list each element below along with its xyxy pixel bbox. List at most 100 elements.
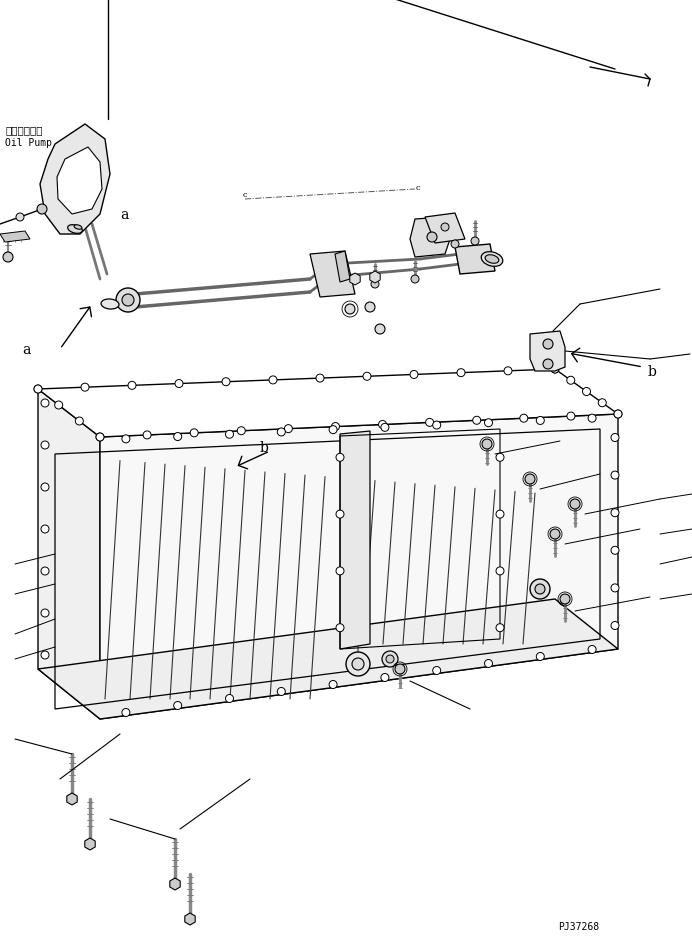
Text: オイルポンプ: オイルポンプ (5, 124, 42, 135)
Polygon shape (410, 218, 450, 257)
Circle shape (543, 340, 553, 350)
Circle shape (570, 500, 580, 509)
Circle shape (611, 434, 619, 442)
Circle shape (41, 567, 49, 576)
Polygon shape (67, 793, 78, 805)
Ellipse shape (74, 226, 82, 230)
Polygon shape (57, 148, 102, 214)
Text: c: c (416, 183, 420, 192)
Circle shape (55, 402, 63, 410)
Circle shape (535, 584, 545, 594)
Circle shape (365, 302, 375, 313)
Circle shape (75, 417, 83, 426)
Circle shape (277, 429, 285, 436)
Circle shape (16, 213, 24, 222)
Ellipse shape (485, 256, 499, 264)
Circle shape (611, 509, 619, 518)
Circle shape (614, 411, 622, 418)
Circle shape (567, 377, 575, 385)
Circle shape (381, 424, 389, 431)
Circle shape (277, 688, 285, 695)
Circle shape (329, 426, 337, 434)
Circle shape (226, 431, 233, 439)
Circle shape (599, 400, 606, 407)
Text: b: b (260, 441, 269, 455)
Polygon shape (349, 273, 361, 285)
Circle shape (237, 427, 245, 435)
Polygon shape (170, 878, 180, 890)
Circle shape (504, 368, 512, 375)
Text: c: c (243, 191, 247, 198)
Circle shape (226, 695, 233, 703)
Polygon shape (185, 913, 195, 925)
Polygon shape (85, 838, 95, 850)
Circle shape (345, 305, 355, 314)
Circle shape (611, 547, 619, 555)
Circle shape (588, 646, 596, 654)
Circle shape (536, 652, 545, 661)
Circle shape (329, 680, 337, 689)
Circle shape (122, 709, 130, 717)
Circle shape (473, 417, 481, 425)
Ellipse shape (101, 300, 119, 310)
Circle shape (316, 374, 324, 383)
Circle shape (122, 435, 130, 444)
Circle shape (551, 366, 559, 373)
Circle shape (550, 530, 560, 539)
Circle shape (482, 440, 492, 449)
Circle shape (336, 567, 344, 576)
Polygon shape (425, 213, 465, 243)
Polygon shape (38, 389, 100, 719)
Circle shape (484, 660, 493, 667)
Polygon shape (40, 124, 110, 235)
Polygon shape (530, 331, 565, 372)
Circle shape (143, 431, 151, 439)
Circle shape (525, 475, 535, 485)
Circle shape (284, 425, 292, 433)
Circle shape (41, 442, 49, 449)
Circle shape (560, 594, 570, 605)
Circle shape (34, 386, 42, 393)
Circle shape (346, 652, 370, 677)
Circle shape (174, 702, 182, 709)
Circle shape (128, 382, 136, 390)
Circle shape (41, 609, 49, 618)
Polygon shape (340, 431, 370, 650)
Circle shape (386, 655, 394, 664)
Text: a: a (120, 208, 129, 222)
Circle shape (536, 417, 545, 425)
Polygon shape (335, 252, 350, 283)
Circle shape (611, 472, 619, 479)
Text: Oil Pump: Oil Pump (5, 138, 52, 148)
Circle shape (371, 281, 379, 288)
Circle shape (331, 423, 340, 431)
Circle shape (3, 253, 13, 263)
Circle shape (496, 624, 504, 632)
Circle shape (116, 288, 140, 313)
Polygon shape (100, 415, 618, 719)
Circle shape (375, 325, 385, 335)
Circle shape (175, 380, 183, 388)
Circle shape (427, 233, 437, 242)
Circle shape (611, 584, 619, 592)
Circle shape (496, 567, 504, 576)
Polygon shape (38, 599, 618, 719)
Polygon shape (0, 232, 30, 242)
Ellipse shape (68, 226, 82, 234)
Circle shape (336, 454, 344, 461)
Circle shape (96, 433, 104, 442)
Circle shape (190, 430, 198, 437)
Circle shape (41, 525, 49, 534)
Circle shape (484, 419, 493, 428)
Polygon shape (455, 244, 495, 274)
Circle shape (37, 205, 47, 214)
Circle shape (583, 388, 590, 396)
Text: PJ37268: PJ37268 (558, 921, 599, 931)
Circle shape (352, 658, 364, 670)
Circle shape (34, 386, 42, 393)
Text: b: b (648, 365, 657, 378)
Circle shape (363, 373, 371, 381)
Circle shape (410, 371, 418, 379)
Circle shape (496, 454, 504, 461)
Text: a: a (22, 343, 30, 357)
